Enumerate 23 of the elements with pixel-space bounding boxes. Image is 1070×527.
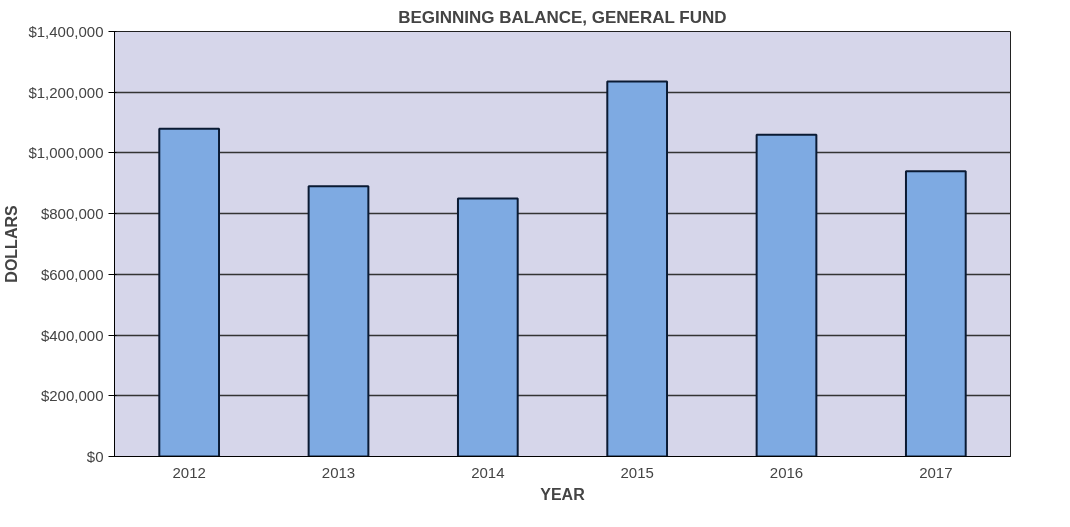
y-tick-label: $200,000	[40, 387, 104, 405]
x-tick-label: 2012	[172, 463, 206, 481]
bar	[755, 133, 818, 457]
y-tick-label: $1,200,000	[28, 83, 104, 101]
x-tick-label: 2015	[620, 463, 654, 481]
y-tick-label: $400,000	[40, 326, 104, 344]
x-tick-label: 2013	[321, 463, 356, 481]
x-axis-title: YEAR	[540, 485, 586, 503]
y-tick-label: $600,000	[40, 265, 104, 283]
bar	[606, 80, 669, 457]
bar	[456, 197, 519, 457]
x-tick-label: 2017	[919, 463, 953, 481]
bar	[307, 185, 370, 457]
y-tick-label: $800,000	[40, 205, 104, 223]
y-tick-label: $0	[86, 448, 104, 465]
x-tick-label: 2014	[471, 463, 505, 481]
y-tick-label: $1,000,000	[28, 144, 104, 162]
y-tick-label: $1,400,000	[28, 23, 104, 40]
bar	[904, 170, 967, 457]
y-axis-title: DOLLARS	[3, 205, 21, 283]
bar	[158, 127, 221, 457]
x-tick-label: 2016	[769, 463, 804, 481]
chart-title: BEGINNING BALANCE, GENERAL FUND	[398, 7, 727, 27]
